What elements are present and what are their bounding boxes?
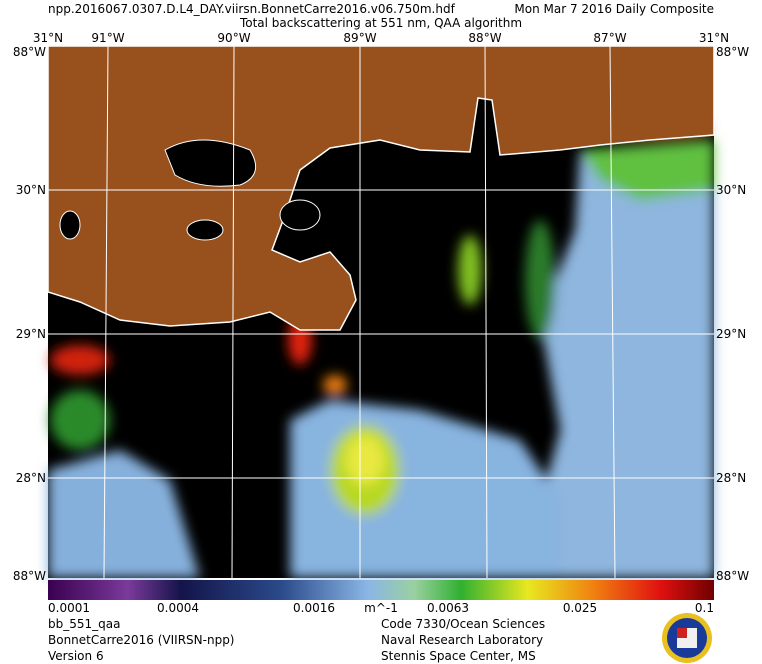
- colorbar-label: 0.025: [563, 601, 597, 615]
- top-label: 89°W: [343, 31, 376, 45]
- map: [47, 45, 715, 579]
- top-label: 88°W: [468, 31, 501, 45]
- footer-right: Stennis Space Center, MS: [381, 649, 536, 663]
- right-label: 88°W: [716, 569, 749, 583]
- footer-left: BonnetCarre2016 (VIIRSN-npp): [48, 633, 235, 647]
- footer-left: bb_551_qaa: [48, 617, 120, 631]
- top-label: 31°N: [699, 31, 729, 45]
- footer-right: Naval Research Laboratory: [381, 633, 543, 647]
- left-label: 28°N: [16, 471, 46, 485]
- top-label: 31°N: [33, 31, 63, 45]
- colorbar-label: 0.0001: [48, 601, 90, 615]
- colorbar-label: 0.0016: [293, 601, 335, 615]
- logo: [662, 613, 712, 663]
- lakes: [59, 139, 321, 241]
- top-label: 90°W: [217, 31, 250, 45]
- top-label: 87°W: [593, 31, 626, 45]
- colorbar-label: 0.1: [695, 601, 714, 615]
- footer-left: Version 6: [48, 649, 104, 663]
- right-label: 88°W: [716, 45, 749, 59]
- right-label: 28°N: [716, 471, 746, 485]
- header-date: Mon Mar 7 2016 Daily Composite: [514, 2, 714, 16]
- ocean-color: [48, 120, 714, 578]
- right-label: 30°N: [716, 183, 746, 197]
- colorbar-label: 0.0004: [157, 601, 199, 615]
- left-label: 29°N: [16, 327, 46, 341]
- graticule: [48, 45, 714, 579]
- header-title: Total backscattering at 551 nm, QAA algo…: [239, 16, 522, 30]
- left-label: 88°W: [13, 569, 46, 583]
- header-file: npp.2016067.0307.D.L4_DAY.viirsn.BonnetC…: [48, 2, 456, 16]
- footer-right: Code 7330/Ocean Sciences: [381, 617, 545, 631]
- colorbar-label: 0.0063: [427, 601, 469, 615]
- top-label: 91°W: [91, 31, 124, 45]
- left-label: 30°N: [16, 183, 46, 197]
- colorbar-unit: m^-1: [364, 601, 398, 615]
- colorbar: [48, 580, 714, 600]
- left-label: 88°W: [13, 45, 46, 59]
- right-label: 29°N: [716, 327, 746, 341]
